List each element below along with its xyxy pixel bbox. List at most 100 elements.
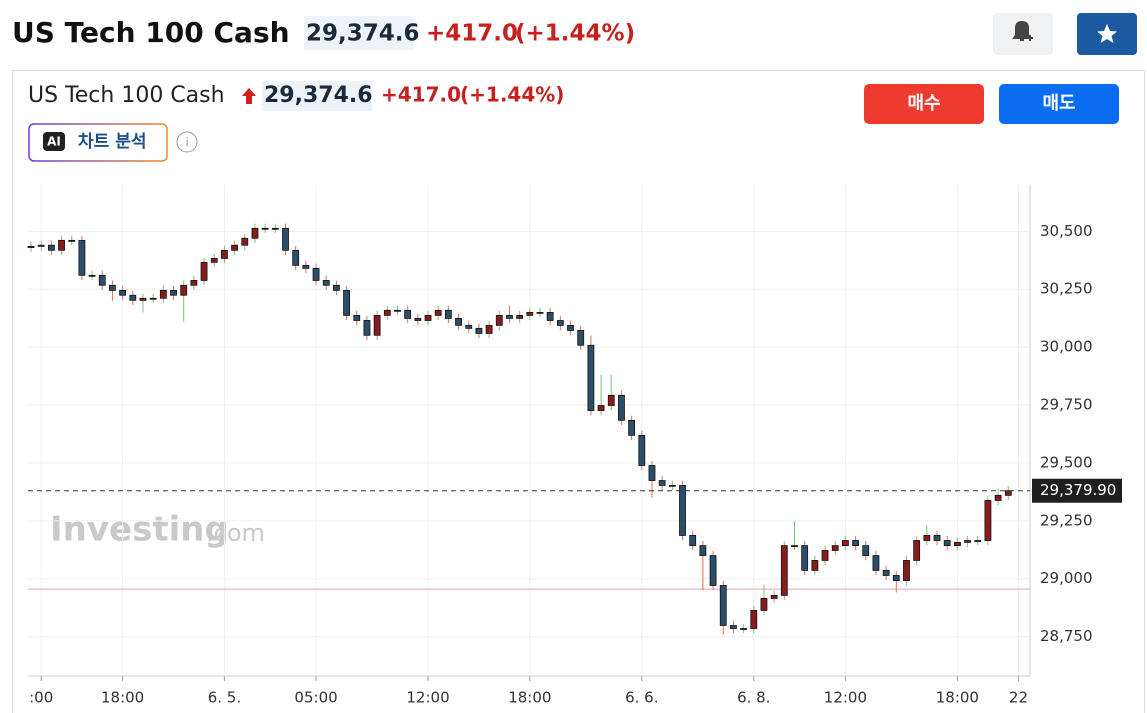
sell-label: 매도 [1042,93,1075,114]
candle-body [933,535,941,541]
x-tick-label: 18:00 [508,689,551,707]
candle-body [658,480,666,486]
up-arrow [242,88,256,104]
y-tick-label: 28,750 [1040,627,1093,645]
x-tick-label: 18:00 [936,689,979,707]
y-tick-label: 29,250 [1040,511,1093,529]
candle-body [801,545,809,571]
candle-body [953,541,961,547]
candle-body [852,540,859,547]
candle-body [149,297,157,300]
candle-body [271,227,279,230]
ai-label: AI [47,135,61,149]
candle-body [740,628,747,630]
x-tick-label: 12:00 [824,689,867,707]
candle-body [618,394,625,421]
candle-body [58,239,65,251]
candle-body [607,394,615,406]
plot: 28,750 29,000 29,250 29,500 29,750 30,000 30,2… [27,185,1122,707]
candle-body [170,289,177,296]
candle-body [455,318,462,326]
candle-body [88,274,96,277]
candle-body [913,540,921,561]
candle-body [261,227,269,230]
watermark-brand: Investing [50,510,229,550]
candle-body [251,227,259,239]
x-tick-label: 6. 8. [737,689,770,707]
candle-body [791,545,798,548]
x-tick-label: :00 [29,689,53,707]
candle-body [628,419,636,436]
buy-button[interactable] [864,84,984,124]
star-icon [1097,24,1117,43]
candle-body [709,555,717,586]
candle-body [831,545,839,551]
candle-body [760,598,768,611]
candle-body [811,560,819,571]
candle-body [302,264,310,269]
candle-body [994,494,1002,501]
sell-button[interactable] [999,84,1119,124]
candle-body [597,405,605,411]
candle-body [353,314,361,321]
panel-change: +417.0 [381,83,461,107]
candle-body [200,261,208,281]
candle-body [241,237,249,246]
candle-body [842,540,849,547]
candle-body [312,267,320,281]
candle-body [282,227,289,251]
candle-body [1004,490,1012,496]
candle-body [943,540,951,547]
candle-body [679,484,686,536]
candle-body [47,244,55,251]
candle-body [343,289,350,316]
y-tick-label: 30,250 [1040,280,1093,298]
ai-badge [43,132,65,151]
info-icon[interactable] [176,131,198,153]
candle-body [536,311,544,314]
candle-body [862,545,870,556]
candle-body [332,284,340,291]
candle-body [210,258,218,263]
chart-panel [12,70,1145,713]
header-title: US Tech 100 Cash [12,16,290,49]
candle-body [526,311,534,316]
x-tick-label: 12:00 [406,689,449,707]
panel-price-highlight [262,81,372,111]
candle-body [434,309,442,316]
y-tick-label: 30,500 [1040,222,1093,240]
info-i: i [185,136,188,150]
candle-body [699,545,707,556]
y-tick-label: 29,750 [1040,396,1093,414]
candle-body [546,311,554,321]
candle-body [414,318,422,321]
header-change: +417.0 [426,21,518,47]
candle-body [730,625,737,629]
buy-label: 매수 [907,93,940,114]
candle-body [322,280,330,286]
header-change-pct: (+1.44%) [515,21,635,47]
watermark-suffix: .com [206,519,265,547]
candle-body [974,540,982,542]
candle-body [424,314,432,321]
panel-title: US Tech 100 Cash [28,83,225,108]
candle-body [373,314,381,336]
candle-body [394,309,401,312]
candle-body [485,324,493,334]
candle-body [78,239,86,276]
candle-body [98,274,106,286]
candle-body [139,297,147,301]
candle-body [556,320,564,326]
candle-body [750,610,758,629]
candle-body [383,309,391,316]
candle-body [689,535,697,547]
candle-body [984,500,992,541]
candle-body [587,344,595,411]
last-price-tag [1032,478,1122,503]
candle-body [129,294,137,301]
candle-body [516,314,524,319]
panel-price: 29,374.6 [264,83,373,108]
candle-body [444,309,452,319]
header-price: 29,374.6 [306,21,420,47]
